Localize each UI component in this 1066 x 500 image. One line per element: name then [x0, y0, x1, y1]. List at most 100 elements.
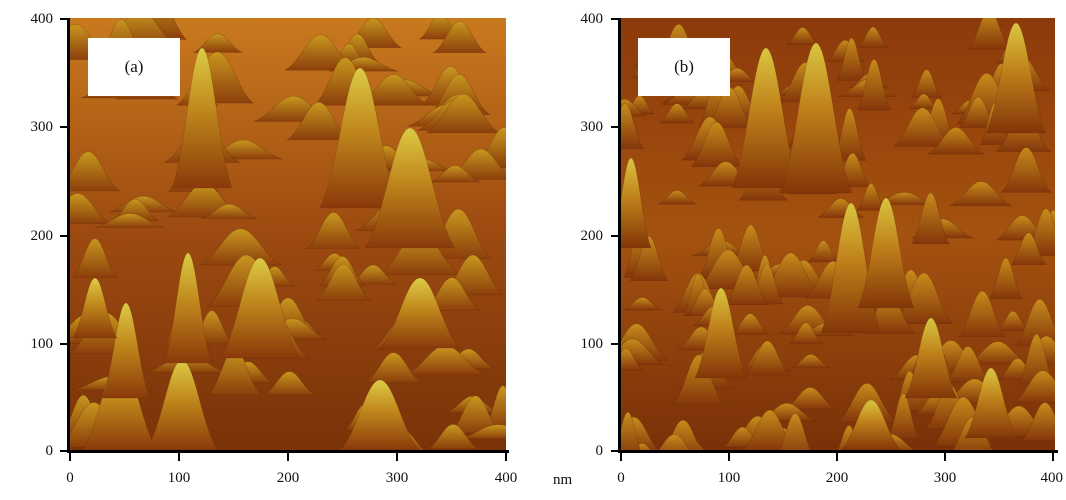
surface-peak: [857, 197, 915, 309]
x-tick-mark: [396, 453, 398, 461]
y-tick-label: 400: [580, 11, 604, 27]
surface-peak: [724, 264, 769, 305]
surface-peak: [658, 103, 696, 124]
surface-peak: [911, 192, 950, 245]
surface-peak: [744, 340, 791, 376]
surface-peak: [945, 346, 991, 383]
x-unit-label: nm: [553, 472, 573, 488]
surface-peak: [430, 165, 481, 183]
surface-peak: [731, 47, 801, 189]
surface-peak: [70, 193, 112, 224]
surface-peak: [779, 412, 811, 450]
y-tick-label: 100: [30, 336, 54, 352]
surface-a: [70, 18, 506, 450]
surface-peak: [856, 58, 892, 111]
surface-peak: [910, 69, 943, 99]
surface-peak: [163, 252, 213, 364]
surface-peak: [1020, 402, 1055, 442]
surface-peak: [621, 411, 641, 450]
surface-peak: [339, 379, 421, 450]
surface-peak: [622, 297, 663, 311]
surface-peak: [985, 22, 1047, 134]
surface-peak: [694, 287, 748, 379]
surface-peak: [101, 302, 151, 399]
y-tick-label: 400: [30, 11, 54, 27]
surface-peak: [621, 157, 652, 249]
y-tick-label: 100: [580, 336, 604, 352]
surface-peak: [949, 181, 1013, 207]
surface-peak: [219, 257, 301, 359]
surface-peak: [672, 354, 725, 405]
surface-peak: [171, 47, 233, 189]
y-axis-b: [618, 18, 621, 453]
surface-peak: [457, 424, 506, 439]
surface-peak: [784, 387, 837, 410]
surface-peak: [904, 317, 958, 399]
y-tick-mark: [611, 343, 619, 345]
y-tick-mark: [60, 18, 68, 20]
surface-b: [621, 18, 1055, 450]
surface-peak: [1000, 147, 1052, 193]
surface-peak: [1010, 232, 1047, 266]
x-tick-label: 400: [494, 470, 518, 486]
y-tick-mark: [60, 343, 68, 345]
surface-peak: [832, 108, 867, 161]
y-axis-a: [67, 18, 70, 453]
surface-peak: [807, 240, 840, 263]
surface-peak: [629, 235, 669, 281]
y-tick-mark: [60, 450, 68, 452]
x-axis-a: [67, 450, 509, 453]
x-tick-label: 0: [66, 470, 74, 486]
y-tick-label: 0: [595, 443, 604, 459]
surface-peak: [1014, 298, 1055, 346]
x-tick-label: 0: [617, 470, 625, 486]
surface-peak: [305, 212, 362, 249]
x-tick-mark: [178, 453, 180, 461]
surface-peak: [364, 127, 456, 249]
y-tick-mark: [611, 18, 619, 20]
y-tick-label: 300: [580, 119, 604, 135]
surface-peak: [427, 424, 479, 450]
y-tick-mark: [611, 126, 619, 128]
surface-peak: [967, 18, 1012, 50]
surface-peak: [94, 213, 166, 228]
x-tick-label: 300: [933, 470, 957, 486]
surface-peak: [621, 348, 644, 371]
surface-peak: [201, 203, 258, 219]
surface-peak: [966, 341, 1030, 365]
x-tick-mark: [505, 453, 507, 461]
surface-peak: [836, 37, 867, 81]
surface-peak: [70, 151, 121, 192]
x-tick-label: 100: [717, 470, 741, 486]
surface-peak: [657, 189, 697, 205]
y-tick-mark: [611, 235, 619, 237]
surface-peak: [958, 290, 1007, 338]
surface-peak: [263, 371, 316, 396]
x-tick-mark: [69, 453, 71, 461]
x-tick-mark: [836, 453, 838, 461]
surface-peak: [927, 127, 985, 155]
surface-peak: [432, 20, 487, 53]
surface-peak: [1012, 370, 1055, 404]
surface-peak: [788, 322, 824, 345]
x-tick-label: 200: [276, 470, 300, 486]
x-tick-mark: [728, 453, 730, 461]
x-tick-mark: [944, 453, 946, 461]
y-tick-mark: [60, 126, 68, 128]
surface-peak: [996, 310, 1030, 331]
y-tick-mark: [611, 450, 619, 452]
x-tick-mark: [287, 453, 289, 461]
surface-peak: [315, 263, 372, 301]
surface-peak: [690, 121, 743, 168]
surface-peak: [364, 352, 423, 383]
x-tick-label: 400: [1040, 470, 1064, 486]
surface-peak: [779, 42, 853, 194]
panel-a-label: (a): [88, 38, 180, 96]
panel-b-label: (b): [638, 38, 730, 96]
x-axis-b: [618, 450, 1058, 453]
y-tick-mark: [60, 235, 68, 237]
afm-image-a: [70, 18, 506, 450]
y-tick-label: 200: [30, 228, 54, 244]
surface-peak: [840, 399, 902, 450]
surface-peak: [72, 277, 118, 339]
